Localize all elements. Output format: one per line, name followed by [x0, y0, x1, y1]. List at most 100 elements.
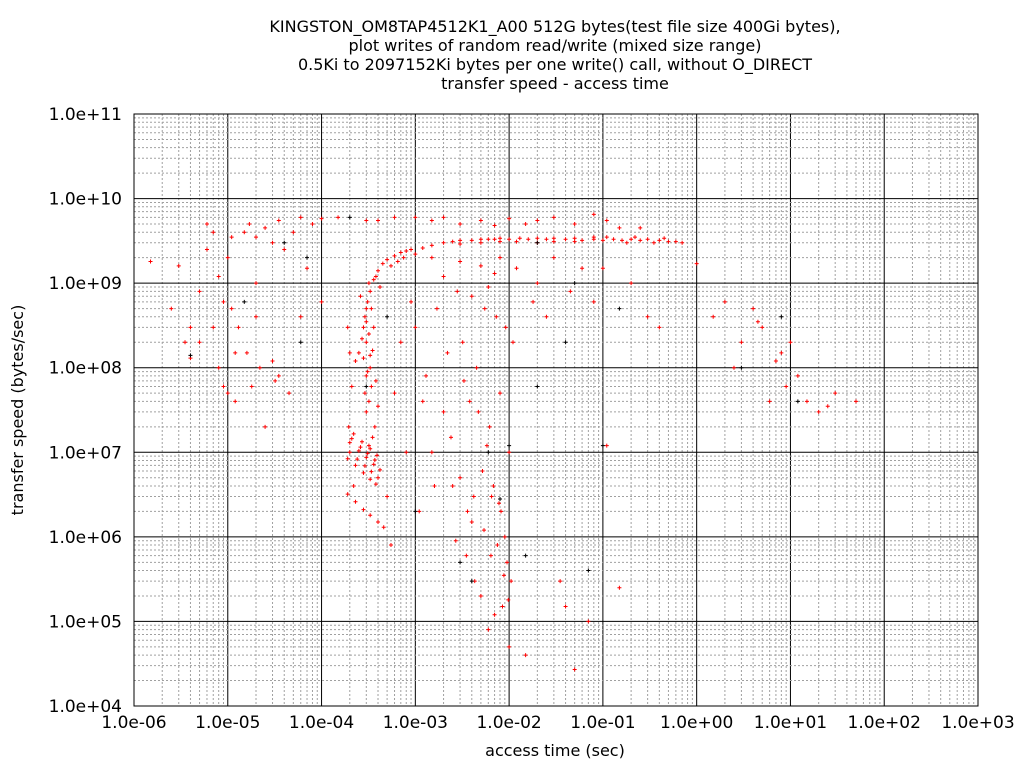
- grid: [134, 114, 978, 706]
- data-point: [413, 509, 418, 514]
- data-point: [249, 384, 254, 389]
- data-point: [568, 289, 573, 294]
- data-point: [711, 314, 716, 319]
- data-point: [604, 235, 609, 240]
- data-point: [604, 218, 609, 223]
- data-point: [544, 237, 549, 242]
- data-point: [526, 237, 531, 242]
- data-point: [617, 585, 622, 590]
- data-point: [176, 263, 181, 268]
- data-point: [365, 299, 370, 304]
- data-point: [409, 247, 414, 252]
- data-point: [254, 235, 259, 240]
- data-point: [356, 448, 361, 453]
- data-point: [373, 274, 378, 279]
- data-point: [474, 365, 479, 370]
- data-point: [360, 439, 365, 444]
- y-tick-label: 1.0e+08: [49, 359, 122, 379]
- data-point: [617, 225, 622, 230]
- data-point: [392, 253, 397, 258]
- data-point: [505, 560, 510, 565]
- x-tick-label: 1.0e-01: [570, 713, 635, 733]
- data-point: [469, 579, 474, 584]
- data-point: [372, 458, 377, 463]
- data-point: [460, 340, 465, 345]
- data-point: [374, 453, 379, 458]
- data-point: [361, 470, 366, 475]
- chart-title-line-3: 0.5Ki to 2097152Ki bytes per one write()…: [298, 55, 812, 75]
- data-point: [381, 525, 386, 530]
- data-point: [804, 399, 809, 404]
- data-point: [586, 568, 591, 573]
- data-point: [368, 477, 373, 482]
- data-point: [305, 255, 310, 260]
- data-point: [496, 501, 501, 506]
- data-point: [498, 236, 503, 241]
- data-point: [795, 399, 800, 404]
- data-point: [551, 215, 556, 220]
- y-tick-label: 1.0e+10: [49, 190, 122, 210]
- data-point: [492, 271, 497, 276]
- data-point: [441, 215, 446, 220]
- data-point: [544, 314, 549, 319]
- data-point: [225, 255, 230, 260]
- x-tick-label: 1.0e+02: [848, 713, 921, 733]
- data-point: [680, 240, 685, 245]
- data-point: [629, 237, 634, 242]
- data-point: [270, 240, 275, 245]
- data-point: [486, 627, 491, 632]
- data-point: [629, 281, 634, 286]
- data-point: [535, 218, 540, 223]
- data-point: [204, 247, 209, 252]
- data-point: [484, 443, 489, 448]
- data-point: [276, 373, 281, 378]
- data-point: [376, 218, 381, 223]
- data-point: [673, 239, 678, 244]
- data-point: [491, 483, 496, 488]
- data-point: [469, 238, 474, 243]
- data-point: [216, 274, 221, 279]
- data-point: [469, 519, 474, 524]
- data-point: [183, 340, 188, 345]
- data-point: [638, 238, 643, 243]
- data-point: [247, 222, 252, 227]
- data-point: [429, 255, 434, 260]
- data-point: [506, 597, 511, 602]
- data-point: [572, 222, 577, 227]
- data-point: [392, 215, 397, 220]
- chart-title-line-1: KINGSTON_OM8TAP4512K1_A00 512G bytes(tes…: [269, 17, 840, 37]
- data-point: [523, 222, 528, 227]
- data-point: [694, 261, 699, 266]
- data-point: [507, 644, 512, 649]
- data-point: [364, 319, 369, 324]
- data-point: [366, 399, 371, 404]
- data-point: [517, 236, 522, 241]
- data-point: [263, 225, 268, 230]
- data-point: [358, 445, 363, 450]
- x-tick-label: 1.0e+03: [941, 713, 1014, 733]
- data-point: [666, 239, 671, 244]
- data-point: [498, 391, 503, 396]
- data-point: [197, 289, 202, 294]
- data-point: [572, 239, 577, 244]
- data-point: [361, 356, 366, 361]
- data-point: [441, 274, 446, 279]
- y-tick-label: 1.0e+07: [49, 443, 122, 463]
- data-point: [535, 240, 540, 245]
- data-point: [498, 497, 503, 502]
- data-point: [242, 230, 247, 235]
- tick-labels: 1.0e-06 1.0e-05 1.0e-04 1.0e-03 1.0e-02 1.0e-…: [49, 105, 1015, 733]
- data-point: [236, 325, 241, 330]
- data-point: [336, 215, 341, 220]
- data-point: [580, 266, 585, 271]
- x-tick-label: 1.0e-05: [195, 713, 260, 733]
- data-point: [535, 281, 540, 286]
- data-point: [563, 604, 568, 609]
- data-point: [486, 237, 491, 242]
- y-axis-label: transfer speed (bytes/sec): [8, 305, 27, 516]
- data-point: [361, 507, 366, 512]
- data-point: [755, 319, 760, 324]
- data-point: [492, 223, 497, 228]
- data-point: [486, 450, 491, 455]
- data-point: [784, 384, 789, 389]
